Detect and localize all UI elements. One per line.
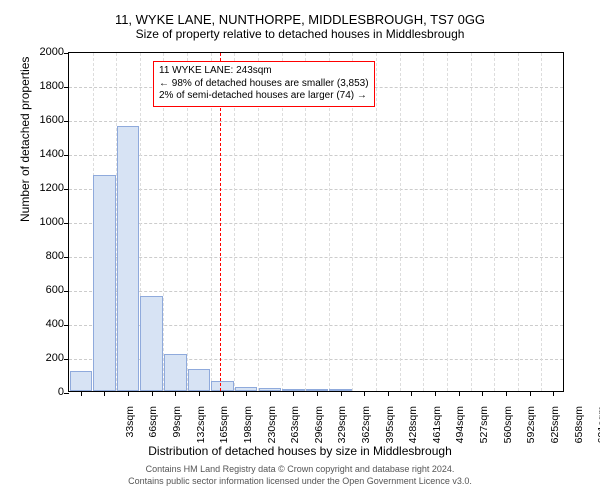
x-tick-mark	[175, 391, 176, 396]
histogram-bar	[117, 126, 139, 391]
x-tick-mark	[128, 391, 129, 396]
x-tick-mark	[553, 391, 554, 396]
histogram-bar	[211, 381, 233, 391]
y-tick-mark	[64, 257, 69, 258]
y-tick-label: 200	[14, 352, 64, 364]
y-tick-mark	[64, 53, 69, 54]
x-tick-label: 560sqm	[502, 406, 514, 452]
x-tick-mark	[246, 391, 247, 396]
histogram-bar	[70, 371, 92, 391]
y-tick-mark	[64, 189, 69, 190]
x-tick-label: 691sqm	[596, 406, 600, 452]
x-tick-mark	[317, 391, 318, 396]
y-tick-label: 1600	[14, 114, 64, 126]
x-tick-mark	[293, 391, 294, 396]
x-tick-label: 66sqm	[147, 406, 159, 452]
x-tick-label: 99sqm	[171, 406, 183, 452]
x-tick-label: 165sqm	[218, 406, 230, 452]
x-tick-mark	[459, 391, 460, 396]
x-tick-label: 329sqm	[336, 406, 348, 452]
x-tick-label: 395sqm	[384, 406, 396, 452]
x-tick-label: 362sqm	[360, 406, 372, 452]
histogram-bar	[140, 296, 162, 391]
grid-line-v	[494, 53, 495, 391]
grid-line-v	[400, 53, 401, 391]
x-tick-mark	[104, 391, 105, 396]
y-tick-mark	[64, 291, 69, 292]
histogram-bar	[188, 369, 210, 391]
x-tick-mark	[388, 391, 389, 396]
x-tick-label: 198sqm	[242, 406, 254, 452]
y-tick-mark	[64, 359, 69, 360]
grid-line-h	[69, 189, 563, 190]
histogram-bar	[93, 175, 115, 391]
x-tick-label: 592sqm	[525, 406, 537, 452]
annotation-line2: ← 98% of detached houses are smaller (3,…	[159, 78, 369, 91]
chart-container: 11, WYKE LANE, NUNTHORPE, MIDDLESBROUGH,…	[12, 12, 588, 488]
annotation-line1: 11 WYKE LANE: 243sqm	[159, 65, 369, 78]
x-tick-label: 494sqm	[454, 406, 466, 452]
x-tick-mark	[152, 391, 153, 396]
y-tick-label: 800	[14, 250, 64, 262]
grid-line-h	[69, 155, 563, 156]
x-tick-label: 461sqm	[431, 406, 443, 452]
grid-line-v	[376, 53, 377, 391]
y-tick-mark	[64, 155, 69, 156]
y-tick-mark	[64, 223, 69, 224]
y-tick-mark	[64, 393, 69, 394]
x-tick-mark	[411, 391, 412, 396]
grid-line-v	[541, 53, 542, 391]
x-tick-label: 263sqm	[289, 406, 301, 452]
x-tick-label: 296sqm	[313, 406, 325, 452]
annotation-box: 11 WYKE LANE: 243sqm ← 98% of detached h…	[153, 61, 375, 107]
x-tick-mark	[270, 391, 271, 396]
x-tick-mark	[435, 391, 436, 396]
histogram-bar	[164, 354, 186, 391]
grid-line-h	[69, 223, 563, 224]
x-tick-mark	[223, 391, 224, 396]
x-tick-mark	[199, 391, 200, 396]
y-tick-label: 1800	[14, 80, 64, 92]
y-tick-label: 2000	[14, 46, 64, 58]
plot-area: 11 WYKE LANE: 243sqm ← 98% of detached h…	[68, 52, 564, 392]
y-tick-mark	[64, 121, 69, 122]
footer-copyright-2: Contains public sector information licen…	[12, 476, 588, 486]
y-tick-label: 1000	[14, 216, 64, 228]
grid-line-h	[69, 291, 563, 292]
chart-title-address: 11, WYKE LANE, NUNTHORPE, MIDDLESBROUGH,…	[12, 12, 588, 27]
y-tick-mark	[64, 87, 69, 88]
x-tick-label: 230sqm	[266, 406, 278, 452]
x-tick-label: 428sqm	[407, 406, 419, 452]
annotation-line3: 2% of semi-detached houses are larger (7…	[159, 90, 369, 103]
x-tick-mark	[341, 391, 342, 396]
x-tick-label: 658sqm	[573, 406, 585, 452]
y-tick-label: 0	[14, 386, 64, 398]
x-tick-mark	[530, 391, 531, 396]
grid-line-v	[447, 53, 448, 391]
grid-line-v	[423, 53, 424, 391]
x-tick-label: 625sqm	[549, 406, 561, 452]
x-tick-label: 33sqm	[124, 406, 136, 452]
chart-subtitle: Size of property relative to detached ho…	[12, 27, 588, 41]
y-tick-label: 600	[14, 284, 64, 296]
x-tick-mark	[81, 391, 82, 396]
grid-line-v	[471, 53, 472, 391]
x-tick-label: 132sqm	[195, 406, 207, 452]
y-tick-mark	[64, 325, 69, 326]
x-tick-label: 527sqm	[478, 406, 490, 452]
y-tick-label: 1400	[14, 148, 64, 160]
footer-copyright-1: Contains HM Land Registry data © Crown c…	[12, 464, 588, 474]
y-tick-label: 400	[14, 318, 64, 330]
x-tick-mark	[482, 391, 483, 396]
x-tick-mark	[506, 391, 507, 396]
x-tick-mark	[364, 391, 365, 396]
grid-line-h	[69, 257, 563, 258]
grid-line-h	[69, 121, 563, 122]
grid-line-v	[518, 53, 519, 391]
y-tick-label: 1200	[14, 182, 64, 194]
